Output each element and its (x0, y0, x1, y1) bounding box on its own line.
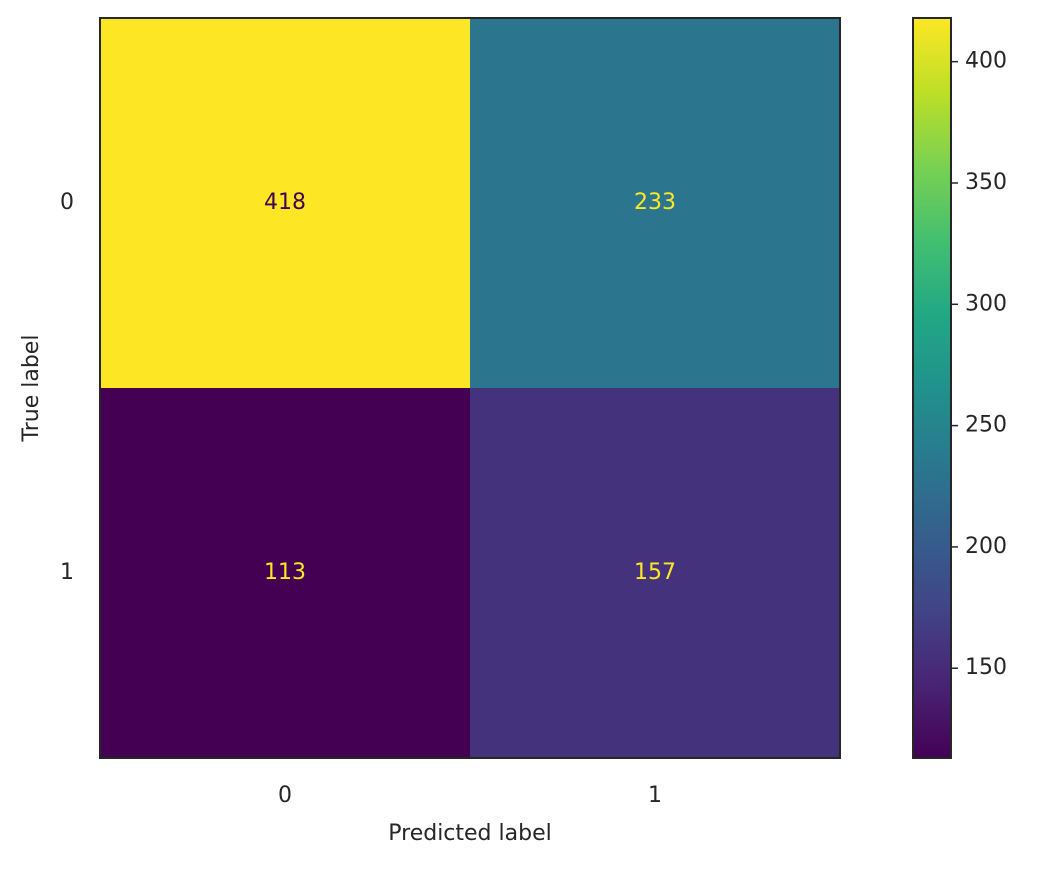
plot-frame (99, 17, 841, 759)
colorbar-tick-label: 400 (965, 49, 1007, 74)
heatmap-cell (470, 18, 840, 388)
y-axis-label: True label (19, 335, 44, 443)
heatmap-cell (100, 388, 470, 758)
colorbar-tick-label: 200 (965, 534, 1007, 559)
heatmap-cell (470, 388, 840, 758)
colorbar-tick-label: 250 (965, 413, 1007, 438)
x-axis-label: Predicted label (388, 821, 551, 846)
cell-label: 418 (264, 190, 306, 215)
y-tick-label: 0 (60, 190, 74, 215)
heatmap-cell (100, 18, 470, 388)
y-tick-label: 1 (60, 560, 74, 585)
colorbar (912, 17, 952, 759)
cell-label: 113 (264, 560, 306, 585)
x-tick-label: 1 (648, 783, 662, 808)
colorbar-tick-label: 150 (965, 655, 1007, 680)
cell-label: 157 (634, 560, 676, 585)
x-tick-label: 0 (278, 783, 292, 808)
cell-label: 233 (634, 190, 676, 215)
colorbar-tick-label: 300 (965, 291, 1007, 316)
colorbar-tick-label: 350 (965, 170, 1007, 195)
